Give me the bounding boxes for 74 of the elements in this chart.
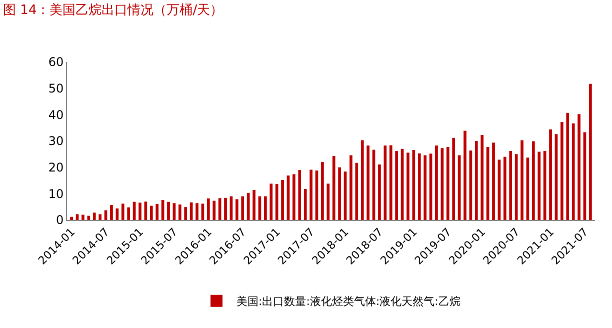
bar	[492, 142, 495, 220]
bar	[82, 214, 84, 220]
bar	[418, 153, 421, 220]
y-tick-label: 40	[48, 108, 64, 122]
bar	[246, 192, 250, 220]
bar	[326, 184, 330, 220]
bar	[110, 204, 113, 220]
bar	[321, 162, 324, 220]
bar	[509, 151, 512, 220]
bar	[589, 84, 592, 220]
bar	[275, 184, 278, 220]
bar	[70, 216, 73, 220]
bar	[350, 155, 352, 220]
bar	[150, 206, 153, 220]
bar	[538, 152, 541, 220]
legend-label: 美国:出口数量:液化烃类气体:液化天然气:乙烷	[236, 295, 460, 308]
y-tick-label: 50	[48, 82, 64, 96]
bar	[292, 174, 296, 220]
bar	[264, 196, 267, 220]
bar	[572, 123, 575, 220]
bar	[355, 162, 358, 220]
bar	[178, 204, 182, 220]
y-tick-label: 0	[56, 213, 64, 228]
bar	[560, 122, 564, 220]
y-tick-label: 60	[48, 55, 64, 70]
bar	[206, 198, 210, 220]
bar	[281, 180, 284, 220]
bar	[224, 198, 227, 220]
bar	[520, 140, 524, 220]
bar	[76, 214, 79, 220]
bar	[389, 145, 392, 220]
chart-title: 图 14：美国乙烷出口情况（万桶/天）	[3, 2, 224, 18]
bar	[464, 130, 466, 220]
bar	[360, 140, 364, 220]
bar	[121, 204, 124, 220]
bar	[270, 184, 273, 220]
bar	[298, 170, 302, 220]
bar	[235, 199, 238, 220]
bar	[543, 151, 546, 220]
bar	[167, 202, 170, 220]
bar	[212, 200, 216, 220]
y-tick-label: 10	[48, 186, 64, 201]
bar	[452, 138, 456, 220]
bar	[395, 151, 398, 220]
bar	[532, 141, 535, 220]
bar	[98, 214, 102, 220]
bar	[332, 156, 336, 220]
bar	[435, 145, 438, 220]
bar	[310, 170, 312, 220]
bar	[184, 207, 188, 220]
bar	[127, 207, 130, 220]
bar	[87, 216, 90, 220]
bar	[196, 203, 198, 220]
bar	[549, 129, 552, 220]
y-tick-label: 20	[48, 160, 64, 175]
bar	[366, 145, 370, 220]
bar	[446, 147, 450, 220]
bar	[252, 190, 256, 220]
bar	[384, 145, 387, 220]
bar	[338, 167, 341, 220]
bar	[480, 134, 484, 220]
bar	[566, 112, 570, 220]
bar	[92, 212, 96, 220]
bar	[424, 155, 427, 220]
bar	[474, 141, 478, 220]
bar	[406, 152, 410, 220]
bar	[241, 196, 244, 220]
y-tick-label: 30	[48, 134, 64, 148]
bar	[156, 204, 159, 220]
bar	[138, 202, 142, 220]
bar	[304, 188, 307, 220]
bar	[503, 156, 506, 220]
bar	[578, 114, 580, 220]
bar	[378, 164, 381, 220]
